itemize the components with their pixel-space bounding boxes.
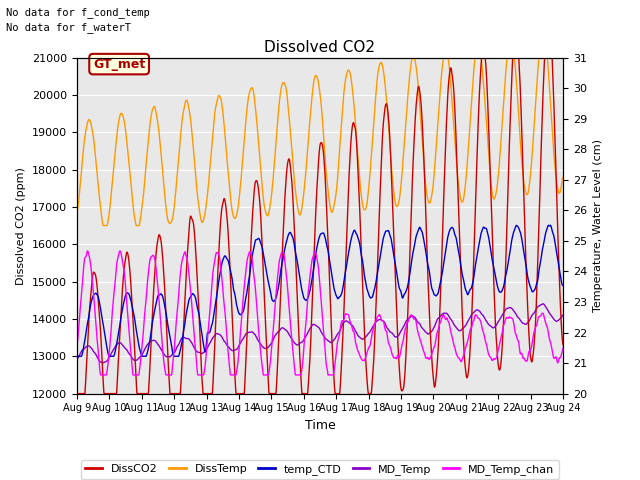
X-axis label: Time: Time bbox=[305, 419, 335, 432]
Legend: DissCO2, DissTemp, temp_CTD, MD_Temp, MD_Temp_chan: DissCO2, DissTemp, temp_CTD, MD_Temp, MD… bbox=[81, 460, 559, 480]
Text: No data for f_waterT: No data for f_waterT bbox=[6, 22, 131, 33]
Title: Dissolved CO2: Dissolved CO2 bbox=[264, 40, 376, 55]
Y-axis label: Dissolved CO2 (ppm): Dissolved CO2 (ppm) bbox=[17, 167, 26, 285]
Y-axis label: Temperature, Water Level (cm): Temperature, Water Level (cm) bbox=[593, 139, 603, 312]
Text: No data for f_cond_temp: No data for f_cond_temp bbox=[6, 7, 150, 18]
Text: GT_met: GT_met bbox=[93, 58, 145, 71]
